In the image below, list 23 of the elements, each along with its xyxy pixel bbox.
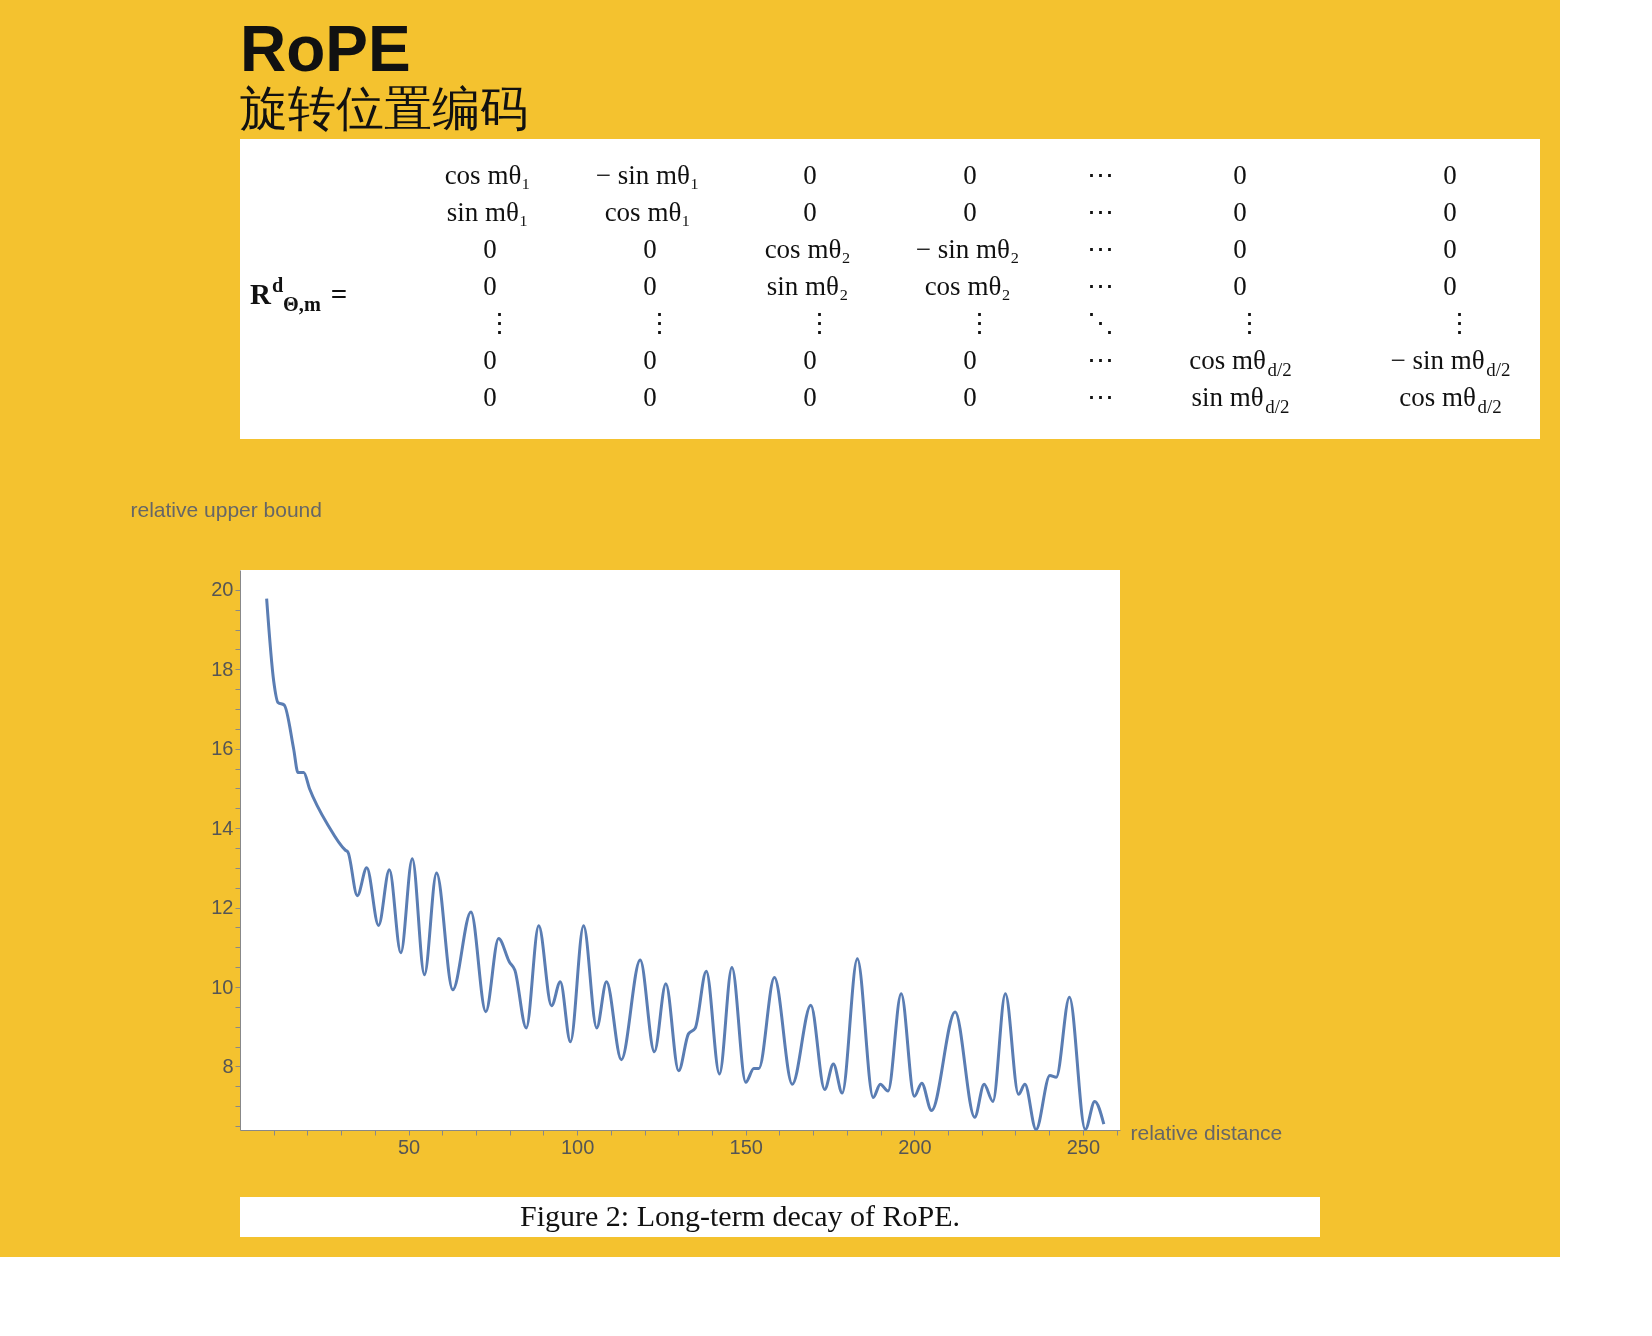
x-tick-label: 100 [560,1135,595,1158]
text: 0 0 sin mθ₂ cos mθ₂ ⋯ 0 0 [483,271,1457,301]
text: RoPE [240,13,411,85]
text: ⋮ ⋮ ⋮ ⋮ ⋱ ⋮ ⋮ [485,308,1473,338]
x-tick-label: 50 [397,1135,421,1158]
line-series [265,597,1106,1132]
y-axis-title: relative upper bound [130,497,322,521]
text: 0 0 cos mθ₂ − sin mθ₂ ⋯ 0 0 [483,234,1457,264]
y-tick-label: 12 [211,896,234,919]
text: cos mθ₁ − sin mθ₁ 0 0 ⋯ 0 0 [444,160,1457,190]
y-tick-label: 16 [211,737,234,760]
y-tick-label: 14 [211,816,234,839]
text: 旋转位置编码 [240,82,528,135]
caption: Figure 2: Long-term decay of RoPE. [520,1199,960,1232]
y-tick-label: 8 [222,1054,234,1077]
y-tick-label: 20 [211,578,234,601]
y-tick-label: 18 [211,657,234,680]
x-tick-label: 200 [898,1135,932,1158]
text: sin mθ₁ cos mθ₁ 0 0 ⋯ 0 0 [446,197,1457,227]
x-tick-label: 250 [1066,1135,1101,1158]
x-tick-label: 150 [729,1135,763,1158]
x-axis-title: relative distance [1130,1120,1283,1144]
y-tick-label: 10 [211,975,234,998]
